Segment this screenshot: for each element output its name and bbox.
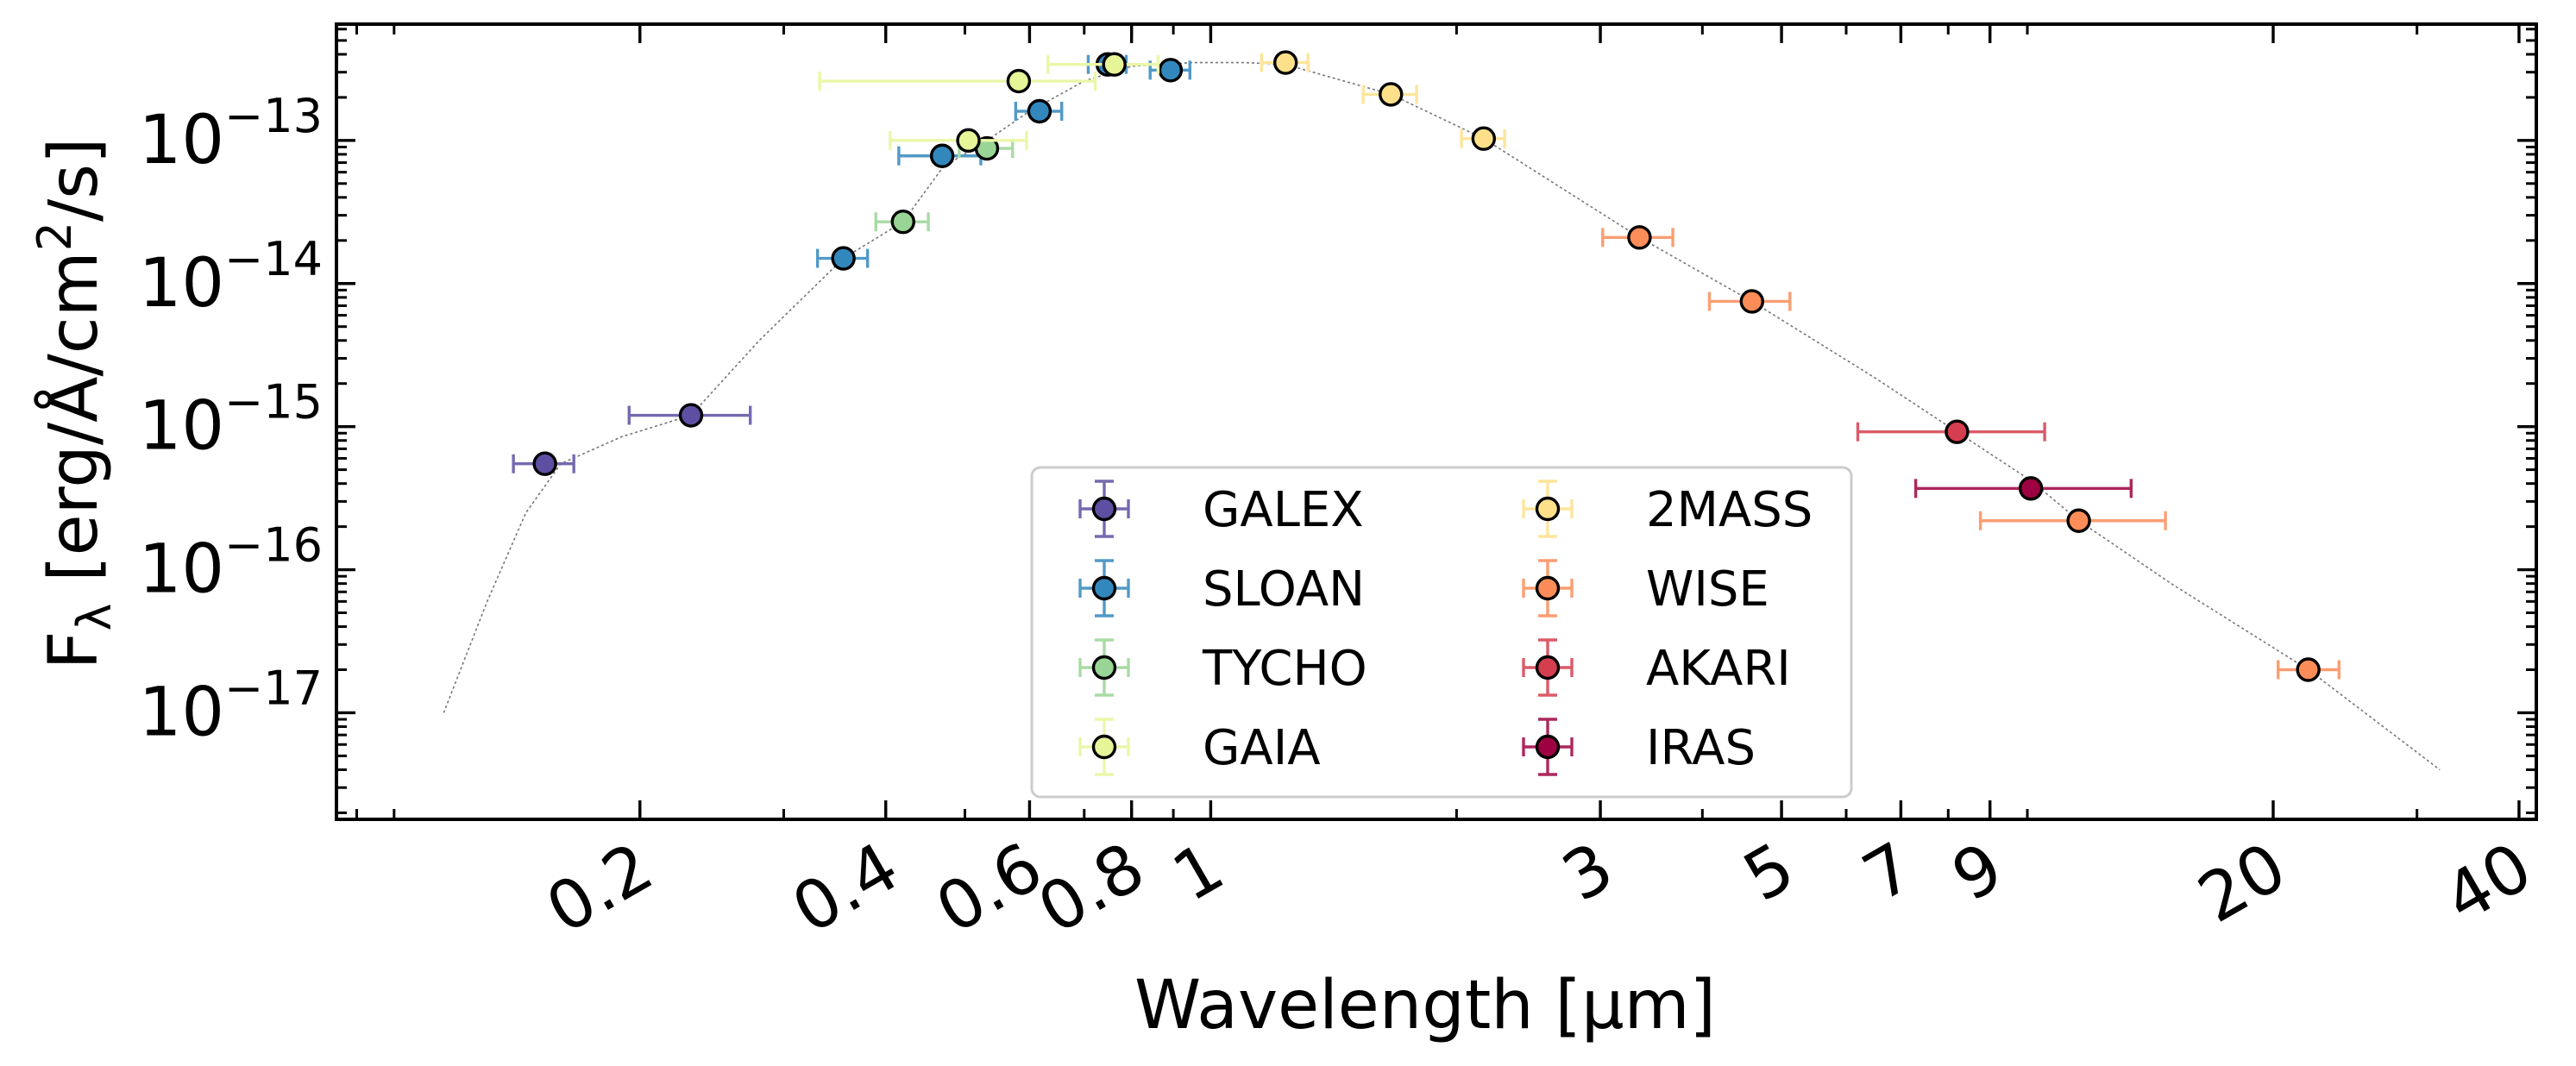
series-galex [512,403,752,476]
model-line [443,61,2441,771]
x-axis-label: Wavelength [μm] [1134,967,1716,1044]
legend-marker [1535,575,1561,601]
legend-item-akari: AKARI [1522,638,1791,697]
y-tick-label-base: 10 [139,674,224,751]
model-curve-layer [443,61,2441,771]
data-point-sloan [929,143,955,168]
data-point-gaia [956,128,981,154]
data-point-gaia [1102,52,1127,77]
y-tick-label-exponent: −14 [224,232,323,286]
data-points-layer [512,50,2341,682]
legend-label: 2MASS [1646,482,1813,538]
legend-marker [1535,655,1561,680]
data-point-sloan [831,246,856,271]
data-point-gaia [1006,68,1032,94]
data-point-akari [1945,419,1970,444]
legend-item-iras: IRAS [1522,718,1756,776]
y-axis-label-rest2: /s] [35,138,113,222]
data-point-wise [1739,289,1764,314]
y-tick-label: 10−16 [139,518,323,609]
y-tick-label: 10−15 [139,375,323,466]
y-tick-label-exponent: −15 [224,375,323,430]
y-tick-label-base: 10 [139,388,224,466]
legend-label: WISE [1646,561,1769,618]
legend-marker [1091,575,1117,601]
data-point-galex [532,451,557,476]
legend-item-wise: WISE [1522,559,1769,618]
y-tick-label: 10−17 [139,661,323,751]
legend-label: IRAS [1646,720,1756,776]
series-wise [1601,225,2341,682]
y-tick-label-base: 10 [139,245,224,323]
y-tick-label: 10−14 [139,232,323,323]
legend-item-gaia: GAIA [1078,718,1321,776]
data-point-sloan [1027,98,1052,124]
y-tick-label-exponent: −16 [224,518,323,573]
legend-item-galex: GALEX [1078,480,1364,538]
series-akari [1856,419,2046,444]
legend-label: AKARI [1646,641,1791,697]
y-axis-label-sup: 2 [28,222,82,251]
series-gaia [818,52,1160,154]
series-iras [1913,476,2133,501]
legend-label: GALEX [1203,482,1364,538]
legend-item-2mass: 2MASS [1522,480,1813,538]
data-point-2mass [1272,50,1298,75]
y-axis-label-rest1: [erg/Å/cm [34,251,113,603]
data-point-iras [2018,476,2044,501]
legend-item-sloan: SLOAN [1078,559,1365,618]
legend: GALEX SLOAN TYCHO GAIA 2MASS WISE AKARI IRAS [1030,466,1853,799]
legend-marker [1535,496,1561,522]
data-point-wise [1627,225,1652,250]
data-point-2mass [1379,82,1404,107]
legend-marker [1091,734,1117,760]
y-axis-label-sub: λ [67,604,122,631]
legend-label: GAIA [1203,720,1321,776]
legend-box [1030,466,1853,799]
data-point-tycho [890,209,915,235]
legend-marker [1091,655,1117,680]
data-point-2mass [1471,126,1497,151]
series-2mass [1260,50,1506,151]
y-tick-label-base: 10 [139,531,224,609]
y-tick-label-exponent: −17 [224,661,323,715]
legend-marker [1535,734,1561,760]
data-point-wise [2066,508,2091,533]
data-point-galex [678,403,704,428]
data-point-sloan [1158,58,1184,83]
y-tick-label-base: 10 [139,102,224,179]
legend-item-tycho: TYCHO [1078,638,1367,697]
data-point-wise [2296,657,2321,682]
legend-label: TYCHO [1202,641,1367,697]
y-tick-label: 10−13 [139,89,323,179]
legend-label: SLOAN [1203,561,1365,618]
legend-marker [1091,496,1117,522]
y-axis-label-main: F [35,631,113,670]
y-tick-label-exponent: −13 [224,89,323,143]
plot-frame [335,22,2538,821]
y-axis-label: Fλ [erg/Å/cm2/s] [28,138,122,670]
